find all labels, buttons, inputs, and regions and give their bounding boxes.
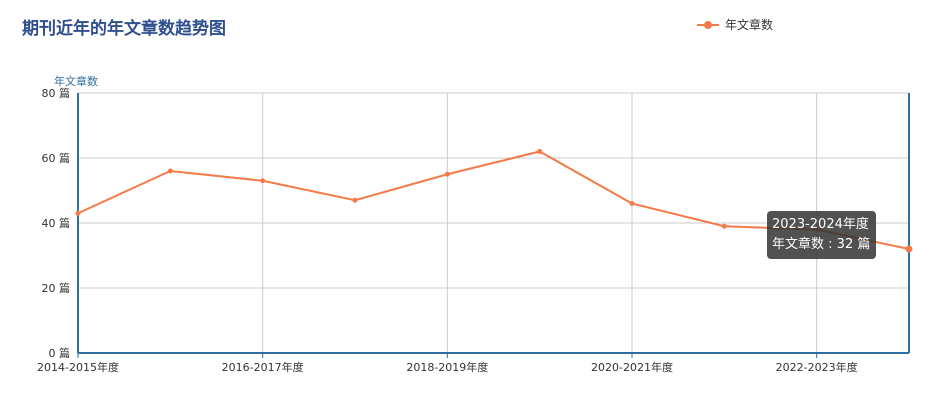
x-tick-label: 2020-2021年度 xyxy=(591,360,673,374)
data-point xyxy=(75,210,81,216)
tooltip-series: 年文章数 xyxy=(772,237,825,252)
y-tick-label: 40 篇 xyxy=(42,216,71,230)
y-tick-label: 0 篇 xyxy=(49,346,71,360)
chart-title: 期刊近年的年文章数趋势图 xyxy=(22,19,226,39)
data-point xyxy=(537,149,543,154)
tooltip-value: 32 篇 xyxy=(836,237,871,252)
legend-line-marker-icon xyxy=(697,20,719,29)
y-tick-label: 60 篇 xyxy=(42,151,71,165)
data-point xyxy=(629,201,635,206)
x-tick-label: 2016-2017年度 xyxy=(222,360,304,374)
legend[interactable]: 年文章数 xyxy=(697,16,773,33)
data-point xyxy=(167,168,173,174)
data-point xyxy=(721,223,727,229)
y-axis-title: 年文章数 xyxy=(54,74,98,88)
tooltip-category: 2023-2024年度 xyxy=(772,217,869,232)
y-tick-label: 80 篇 xyxy=(42,86,71,100)
data-point xyxy=(352,197,358,203)
x-tick-label: 2022-2023年度 xyxy=(776,360,858,374)
x-tick-label: 2018-2019年度 xyxy=(406,360,488,374)
y-tick-label: 20 篇 xyxy=(42,281,71,295)
legend-label: 年文章数 xyxy=(725,18,774,32)
tooltip: 2023-2024年度 年文章数 : 32 篇 xyxy=(767,211,877,259)
x-tick-label: 2014-2015年度 xyxy=(37,360,119,374)
tooltip-value-row: 年文章数 : 32 篇 xyxy=(772,237,871,252)
data-point xyxy=(444,171,450,177)
data-point xyxy=(905,245,913,253)
data-point xyxy=(260,178,266,184)
